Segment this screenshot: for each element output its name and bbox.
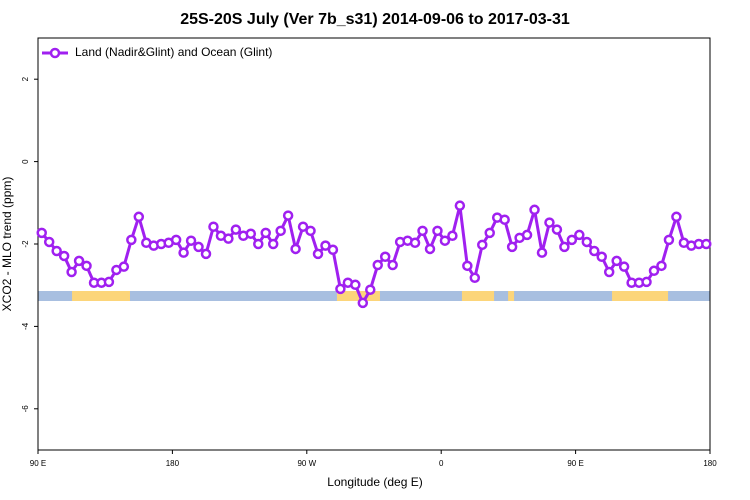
point [126, 234, 137, 246]
point [484, 227, 495, 239]
point [133, 211, 145, 223]
point [185, 235, 197, 246]
x-tick-label: 90 W [297, 459, 316, 468]
point [193, 241, 204, 253]
point [506, 241, 518, 253]
land-band [612, 291, 669, 301]
y-tick-label: -4 [21, 322, 30, 330]
y-axis-title: XCO2 - MLO trend (ppm) [0, 177, 14, 312]
point [648, 265, 660, 277]
point [462, 260, 473, 272]
point [81, 260, 92, 272]
land-band [461, 291, 495, 301]
point [290, 243, 301, 255]
point [529, 204, 540, 216]
land-band [72, 291, 130, 301]
point [656, 260, 667, 272]
point [499, 214, 510, 225]
point [611, 255, 622, 267]
point [424, 243, 436, 255]
point [275, 225, 286, 237]
point [36, 227, 47, 239]
point [305, 225, 316, 237]
point [327, 244, 339, 256]
x-tick-label: 90 E [567, 459, 583, 468]
point [260, 227, 271, 239]
point [58, 250, 70, 262]
point [282, 210, 294, 221]
point [51, 245, 62, 257]
point [379, 251, 391, 263]
point [320, 240, 331, 251]
point [521, 229, 533, 241]
x-tick-label: 180 [166, 459, 180, 468]
point [574, 229, 585, 241]
point [170, 234, 182, 246]
point [618, 261, 630, 272]
y-tick-label: -2 [21, 240, 30, 248]
point [208, 221, 219, 232]
point [544, 217, 555, 228]
point [469, 272, 481, 284]
point [439, 235, 451, 246]
point [387, 259, 398, 271]
point [581, 236, 593, 248]
point [200, 248, 212, 260]
point [297, 221, 309, 232]
point [223, 233, 234, 244]
chart-title: 25S-20S July (Ver 7b_s31) 2014-09-06 to … [180, 11, 570, 28]
point [566, 234, 578, 246]
point [454, 200, 466, 211]
point [118, 261, 130, 272]
point [253, 238, 264, 250]
point [312, 248, 324, 260]
legend-marker [49, 47, 61, 59]
point [245, 228, 257, 239]
point [536, 247, 548, 258]
point [701, 238, 712, 250]
point [409, 237, 421, 249]
point [350, 279, 361, 291]
y-tick-label: 2 [21, 76, 30, 81]
point [335, 283, 346, 295]
land-band [508, 291, 515, 301]
x-tick-label: 90 E [30, 459, 46, 468]
point [66, 266, 77, 278]
legend-label: Land (Nadir&Glint) and Ocean (Glint) [75, 45, 272, 59]
point [73, 255, 85, 267]
point [559, 241, 570, 253]
point [447, 230, 458, 242]
point [551, 224, 563, 235]
point [267, 238, 279, 250]
point [663, 234, 675, 246]
point [103, 276, 115, 288]
point [365, 284, 376, 295]
point [357, 297, 369, 309]
x-axis-title: Longitude (deg E) [327, 475, 422, 489]
x-tick-label: 0 [439, 459, 444, 468]
x-tick-label: 180 [703, 459, 717, 468]
point [589, 245, 600, 257]
point [596, 251, 607, 263]
point [230, 224, 242, 235]
point [417, 225, 428, 237]
point [432, 225, 443, 237]
y-tick-label: -6 [21, 405, 30, 413]
point [671, 211, 682, 223]
plot-frame [37, 37, 711, 451]
point [372, 259, 383, 271]
point [603, 266, 615, 278]
point [178, 247, 189, 258]
y-tick-label: 0 [21, 159, 30, 164]
point [641, 276, 652, 288]
point [477, 239, 488, 251]
point [43, 236, 55, 248]
